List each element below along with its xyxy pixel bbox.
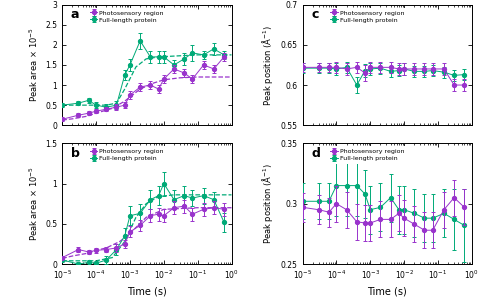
Y-axis label: Peak area $\times$ 10$^{-5}$: Peak area $\times$ 10$^{-5}$ [27, 166, 40, 241]
Text: d: d [311, 147, 320, 160]
Text: c: c [311, 8, 319, 21]
X-axis label: Time (s): Time (s) [367, 287, 407, 297]
Legend: Photosensory region, Full-length protein: Photosensory region, Full-length protein [87, 8, 166, 25]
Y-axis label: Peak area $\times$ 10$^{-5}$: Peak area $\times$ 10$^{-5}$ [27, 28, 40, 102]
X-axis label: Time (s): Time (s) [127, 287, 167, 297]
Y-axis label: Peak position (Å$^{-1}$): Peak position (Å$^{-1}$) [260, 24, 275, 106]
Legend: Photosensory region, Full-length protein: Photosensory region, Full-length protein [328, 8, 407, 25]
Text: b: b [71, 147, 80, 160]
Legend: Photosensory region, Full-length protein: Photosensory region, Full-length protein [328, 146, 407, 164]
Legend: Photosensory region, Full-length protein: Photosensory region, Full-length protein [87, 146, 166, 164]
Text: a: a [71, 8, 79, 21]
Y-axis label: Peak position (Å$^{-1}$): Peak position (Å$^{-1}$) [260, 163, 275, 244]
